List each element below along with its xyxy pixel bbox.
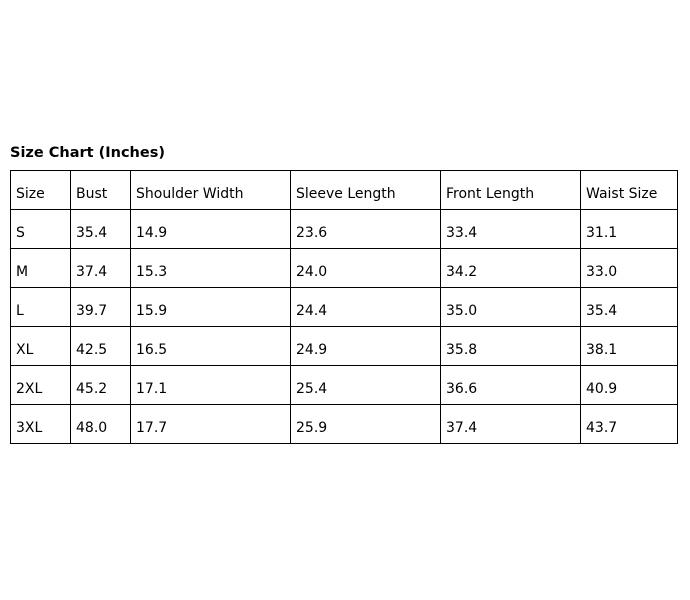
cell-text: 16.5 [136,342,168,358]
column-header: Shoulder Width [130,170,291,210]
cell-text: 33.4 [446,225,478,241]
table-cell: 37.4 [440,404,581,444]
cell-text: 2XL [16,381,43,397]
cell-text: 39.7 [76,303,108,319]
table-cell: 43.7 [580,404,678,444]
column-header: Front Length [440,170,581,210]
table-cell: 25.9 [290,404,441,444]
table-cell: 15.3 [130,248,291,288]
table-cell: 24.0 [290,248,441,288]
table-row: M 37.4 15.3 24.0 34.2 33.0 [10,248,678,288]
table-cell: 17.1 [130,365,291,405]
page-title: Size Chart (Inches) [10,145,165,161]
table-cell: 16.5 [130,326,291,366]
table-cell: 39.7 [70,287,131,327]
table-row: L 39.7 15.9 24.4 35.0 35.4 [10,287,678,327]
cell-text: 25.9 [296,420,328,436]
table-cell: 17.7 [130,404,291,444]
table-cell: 37.4 [70,248,131,288]
size-chart-table: Size Bust Shoulder Width Sleeve Length Front… [10,170,678,444]
column-header: Waist Size [580,170,678,210]
table-cell: 2XL [10,365,71,405]
cell-text: Bust [76,186,108,202]
cell-text: 35.0 [446,303,478,319]
table-cell: 35.4 [580,287,678,327]
table-cell: 40.9 [580,365,678,405]
cell-text: 23.6 [296,225,328,241]
table-cell: 15.9 [130,287,291,327]
cell-text: M [16,264,29,280]
column-header: Size [10,170,71,210]
cell-text: 43.7 [586,420,618,436]
table-cell: 23.6 [290,209,441,249]
table-cell: 48.0 [70,404,131,444]
table-cell: L [10,287,71,327]
cell-text: Front Length [446,186,535,202]
table-cell: 24.4 [290,287,441,327]
cell-text: 35.8 [446,342,478,358]
table-cell: 35.8 [440,326,581,366]
table-cell: 35.0 [440,287,581,327]
table-cell: XL [10,326,71,366]
table-cell: 34.2 [440,248,581,288]
cell-text: 24.9 [296,342,328,358]
table-row: S 35.4 14.9 23.6 33.4 31.1 [10,209,678,249]
cell-text: 36.6 [446,381,478,397]
table-cell: 33.4 [440,209,581,249]
table-cell: 31.1 [580,209,678,249]
table-row: 3XL 48.0 17.7 25.9 37.4 43.7 [10,404,678,444]
column-header: Sleeve Length [290,170,441,210]
table-cell: S [10,209,71,249]
cell-text: 35.4 [586,303,618,319]
table-cell: 25.4 [290,365,441,405]
cell-text: 42.5 [76,342,108,358]
cell-text: 15.9 [136,303,168,319]
table-cell: 14.9 [130,209,291,249]
table-cell: 36.6 [440,365,581,405]
cell-text: 37.4 [446,420,478,436]
table-row: 2XL 45.2 17.1 25.4 36.6 40.9 [10,365,678,405]
table-cell: 33.0 [580,248,678,288]
cell-text: 35.4 [76,225,108,241]
cell-text: XL [16,342,34,358]
cell-text: S [16,225,25,241]
table-cell: 42.5 [70,326,131,366]
cell-text: 24.0 [296,264,328,280]
cell-text: Shoulder Width [136,186,244,202]
cell-text: 33.0 [586,264,618,280]
table-cell: 35.4 [70,209,131,249]
cell-text: 31.1 [586,225,618,241]
cell-text: 40.9 [586,381,618,397]
table-cell: 38.1 [580,326,678,366]
cell-text: Size [16,186,45,202]
cell-text: 34.2 [446,264,478,280]
cell-text: 25.4 [296,381,328,397]
cell-text: 37.4 [76,264,108,280]
cell-text: 48.0 [76,420,108,436]
table-cell: M [10,248,71,288]
table-cell: 45.2 [70,365,131,405]
table-header-row: Size Bust Shoulder Width Sleeve Length Front… [10,170,678,210]
cell-text: 3XL [16,420,43,436]
table-cell: 3XL [10,404,71,444]
cell-text: 38.1 [586,342,618,358]
table-cell: 24.9 [290,326,441,366]
cell-text: 17.1 [136,381,168,397]
cell-text: Sleeve Length [296,186,396,202]
column-header: Bust [70,170,131,210]
cell-text: Waist Size [586,186,658,202]
cell-text: 17.7 [136,420,168,436]
cell-text: 14.9 [136,225,168,241]
cell-text: 45.2 [76,381,108,397]
cell-text: 15.3 [136,264,168,280]
cell-text: 24.4 [296,303,328,319]
cell-text: L [16,303,24,319]
table-row: XL 42.5 16.5 24.9 35.8 38.1 [10,326,678,366]
